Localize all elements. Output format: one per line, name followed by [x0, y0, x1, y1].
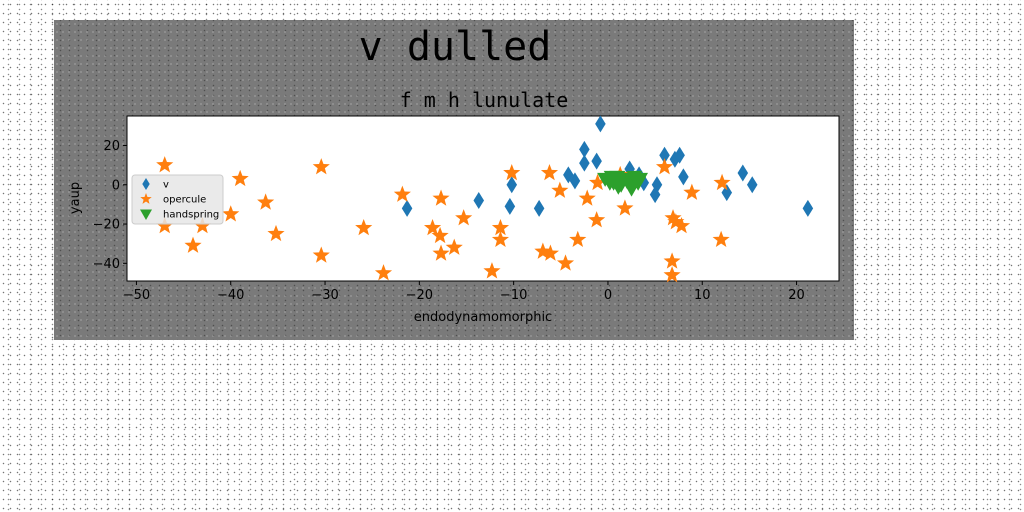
- point-v: [802, 199, 814, 217]
- point-opercule: [156, 217, 174, 234]
- point-opercule: [312, 246, 330, 263]
- point-v: [579, 140, 590, 158]
- point-v: [674, 146, 685, 164]
- point-opercule: [431, 226, 449, 244]
- point-opercule: [483, 262, 501, 279]
- point-v: [533, 199, 545, 217]
- data-points: [156, 115, 814, 283]
- point-opercule: [664, 209, 682, 226]
- point-opercule: [432, 189, 450, 206]
- point-opercule: [355, 218, 373, 236]
- y-tick-label: −20: [93, 218, 120, 233]
- point-opercule: [578, 189, 596, 206]
- x-tick-label: −10: [500, 288, 527, 303]
- point-opercule: [588, 211, 606, 228]
- point-v: [659, 146, 670, 164]
- legend-marker-opercule: [140, 193, 152, 204]
- point-opercule: [589, 173, 607, 191]
- point-v: [506, 176, 518, 194]
- point-opercule: [312, 158, 330, 175]
- point-opercule: [569, 230, 587, 248]
- x-axis-label: endodynamomorphic: [414, 310, 552, 325]
- x-tick-label: −50: [123, 288, 150, 303]
- point-opercule: [374, 264, 393, 281]
- point-opercule: [445, 238, 463, 255]
- point-opercule: [423, 218, 442, 236]
- y-tick-label: 0: [112, 178, 120, 193]
- point-opercule: [655, 158, 674, 175]
- point-v: [595, 115, 606, 133]
- legend-label-opercule: opercule: [163, 195, 206, 206]
- point-v: [746, 176, 758, 194]
- point-handspring: [623, 182, 640, 197]
- point-v: [591, 152, 602, 170]
- point-opercule: [193, 217, 211, 234]
- legend-marker-handspring: [140, 209, 152, 220]
- plot-area: [126, 115, 840, 282]
- point-opercule: [267, 224, 285, 242]
- x-tick-label: 20: [788, 288, 805, 303]
- point-opercule: [713, 173, 731, 191]
- point-opercule: [540, 163, 559, 181]
- legend-label-v: v: [163, 180, 169, 191]
- point-opercule: [683, 183, 701, 200]
- legend: v opercule handspring: [131, 174, 224, 225]
- point-v: [737, 164, 749, 182]
- y-tick-label: 20: [103, 139, 120, 154]
- figure-background: v dulled f m h lunulate −50 −40 −30 −20 −10 0…: [54, 20, 854, 340]
- x-tick-label: −20: [406, 288, 433, 303]
- point-opercule: [667, 213, 685, 230]
- point-opercule: [393, 185, 411, 202]
- point-opercule: [503, 163, 521, 181]
- point-v: [579, 154, 590, 172]
- legend-box: [131, 174, 224, 225]
- point-opercule: [616, 199, 634, 216]
- point-v: [721, 184, 733, 202]
- x-tick-label: −40: [217, 288, 244, 303]
- point-v: [678, 168, 689, 186]
- y-tick-label: −40: [93, 257, 120, 272]
- x-tick-label: −30: [311, 288, 338, 303]
- point-opercule: [663, 252, 681, 269]
- point-opercule: [432, 244, 450, 261]
- y-axis-ticks: −40 −20 0 20: [93, 139, 127, 272]
- chart-title: v dulled: [359, 24, 552, 70]
- point-opercule: [455, 209, 473, 226]
- x-tick-label: 10: [694, 288, 711, 303]
- point-opercule: [551, 181, 569, 198]
- point-handspring: [632, 172, 649, 187]
- point-opercule: [663, 266, 681, 283]
- x-axis-ticks: −50 −40 −30 −20 −10 0 10 20: [123, 281, 805, 303]
- point-opercule: [712, 230, 730, 248]
- point-opercule: [231, 169, 249, 187]
- point-opercule: [257, 193, 275, 210]
- point-opercule: [491, 230, 510, 248]
- chart-subtitle: f m h lunulate: [400, 88, 569, 112]
- legend-marker-v: [142, 178, 150, 190]
- point-opercule: [491, 218, 510, 236]
- legend-label-handspring: handspring: [163, 210, 219, 221]
- point-opercule: [541, 244, 559, 261]
- point-v: [504, 197, 516, 215]
- point-opercule: [156, 156, 174, 173]
- scatter-chart: v dulled f m h lunulate −50 −40 −30 −20 −10 0…: [68, 24, 840, 325]
- point-opercule: [222, 205, 240, 222]
- point-opercule: [556, 254, 575, 271]
- point-v: [401, 199, 413, 217]
- point-v: [649, 186, 661, 204]
- point-v: [473, 191, 485, 209]
- y-axis-label: yaup: [68, 182, 83, 214]
- point-handspring: [601, 176, 618, 191]
- x-tick-label: 0: [604, 288, 612, 303]
- point-opercule: [672, 217, 691, 234]
- point-v: [569, 172, 581, 190]
- point-handspring: [610, 180, 627, 195]
- point-opercule: [184, 236, 202, 253]
